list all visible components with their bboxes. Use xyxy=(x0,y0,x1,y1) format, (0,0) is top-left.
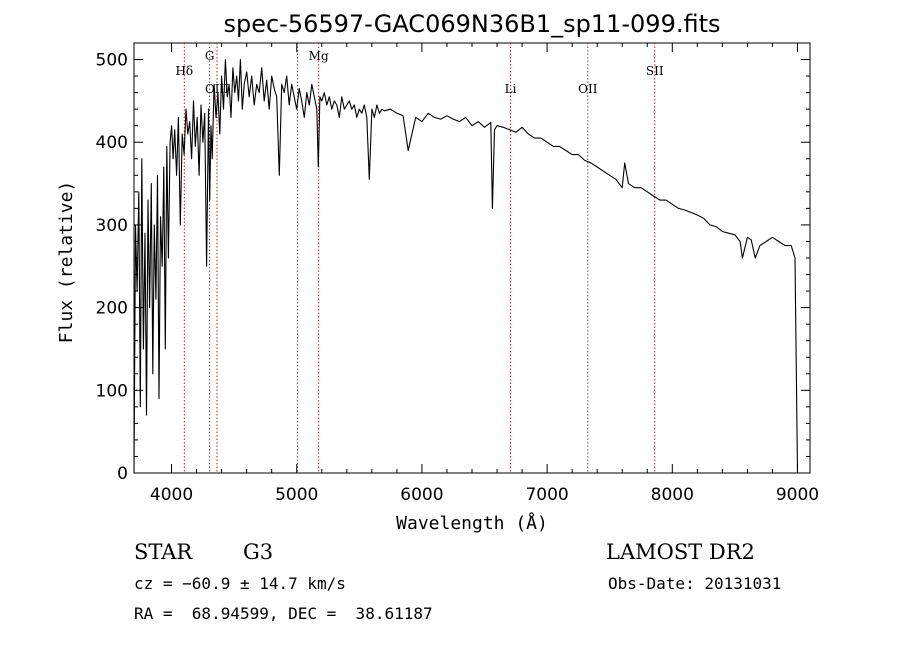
plot-frame xyxy=(133,42,811,474)
line-marker-label: SII xyxy=(646,64,664,78)
y-axis-ticks: 0 100 200 300 400 500 xyxy=(96,51,810,484)
observation-date: Obs-Date: 20131031 xyxy=(608,574,782,593)
y-tick-label: 0 xyxy=(117,464,128,484)
line-marker-label: Mg xyxy=(309,49,329,63)
line-marker-label: OII xyxy=(578,82,598,96)
x-tick-label: 7000 xyxy=(525,485,568,505)
line-marker-label: G xyxy=(205,49,215,63)
y-tick-label: 100 xyxy=(96,381,128,401)
x-tick-label: 4000 xyxy=(150,485,193,505)
line-marker-label: Hδ xyxy=(175,64,193,78)
x-tick-label: 9000 xyxy=(776,485,819,505)
x-axis-ticks: 4000 5000 6000 7000 8000 9000 xyxy=(150,43,819,505)
y-axis-label: Flux (relative) xyxy=(56,181,77,344)
y-tick-label: 200 xyxy=(96,299,128,319)
x-tick-label: 8000 xyxy=(651,485,694,505)
y-tick-label: 400 xyxy=(96,133,128,153)
chart-title: spec-56597-GAC069N36B1_sp11-099.fits xyxy=(223,10,720,38)
y-tick-label: 500 xyxy=(96,51,128,71)
object-class: STAR xyxy=(134,540,193,564)
spectral-subclass: G3 xyxy=(243,540,274,564)
spectrum-line xyxy=(133,58,799,474)
x-axis-label: Wavelength (Å) xyxy=(396,512,548,534)
x-tick-label: 5000 xyxy=(275,485,318,505)
spectral-line-markers: Hδ G OIII Mg Li OII SII xyxy=(175,43,664,473)
y-tick-label: 300 xyxy=(96,216,128,236)
survey-name: LAMOST DR2 xyxy=(606,540,755,564)
spectrum-series xyxy=(133,58,799,474)
line-marker-label: Li xyxy=(505,82,517,96)
sky-coordinates: RA = 68.94599, DEC = 38.61187 xyxy=(134,604,433,623)
plot-border xyxy=(133,42,811,474)
x-tick-label: 6000 xyxy=(400,485,443,505)
redshift-velocity: cz = −60.9 ± 14.7 km/s xyxy=(134,574,346,593)
line-marker-label: OIII xyxy=(205,82,229,96)
